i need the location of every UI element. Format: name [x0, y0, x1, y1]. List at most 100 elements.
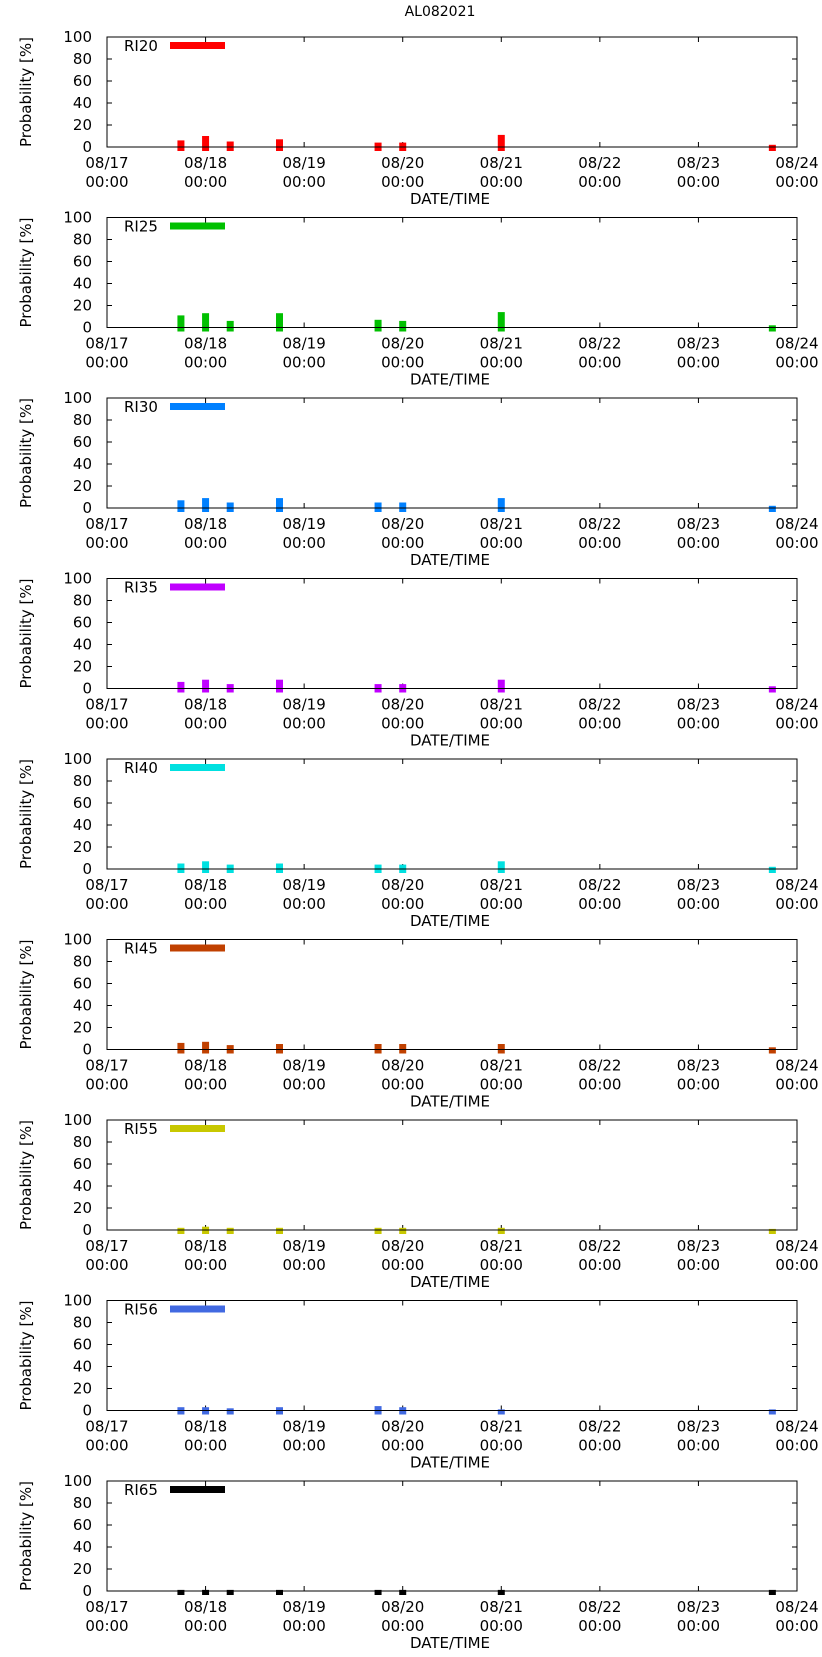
- legend-label: RI30: [124, 398, 158, 416]
- x-tick-date-label: 08/21: [480, 876, 523, 894]
- y-axis-label: Probability [%]: [17, 1120, 35, 1230]
- x-tick-date-label: 08/17: [85, 515, 128, 533]
- x-tick-time-label: 00:00: [480, 173, 523, 191]
- x-tick-time-label: 00:00: [184, 354, 227, 372]
- x-tick-date-label: 08/17: [85, 335, 128, 353]
- data-bar: [226, 502, 234, 512]
- x-tick-time-label: 00:00: [480, 715, 523, 733]
- chart-panel-ri30: Probability [%] 02040608010008/1700:0008/…: [17, 389, 819, 569]
- x-tick-date-label: 08/18: [184, 1057, 227, 1075]
- data-bar: [177, 1227, 185, 1234]
- x-tick-time-label: 00:00: [775, 895, 818, 913]
- x-tick-time-label: 00:00: [184, 1437, 227, 1455]
- chart-panel-ri35: Probability [%] 02040608010008/1700:0008/…: [17, 570, 819, 750]
- x-tick-time-label: 00:00: [283, 1437, 326, 1455]
- data-bar: [768, 1228, 776, 1234]
- data-bar: [202, 313, 210, 332]
- x-tick-date-label: 08/17: [85, 876, 128, 894]
- data-bar: [276, 863, 283, 873]
- y-axis-label: Probability [%]: [17, 939, 35, 1049]
- x-tick-time-label: 00:00: [85, 354, 128, 372]
- x-tick-time-label: 00:00: [85, 1256, 128, 1274]
- x-tick-date-label: 08/19: [283, 876, 326, 894]
- data-bar: [276, 679, 283, 693]
- x-tick-time-label: 00:00: [578, 1437, 621, 1455]
- y-axis-label: Probability [%]: [17, 759, 35, 869]
- x-tick-date-label: 08/18: [184, 1418, 227, 1436]
- data-bar: [497, 861, 505, 873]
- y-tick-label: 40: [73, 455, 92, 473]
- data-bar: [202, 679, 210, 693]
- x-axis-label: DATE/TIME: [410, 732, 490, 750]
- legend-label: RI25: [124, 218, 158, 236]
- x-tick-date-label: 08/24: [775, 335, 818, 353]
- x-axis-label: DATE/TIME: [410, 551, 490, 569]
- y-tick-label: 20: [73, 477, 92, 495]
- x-tick-time-label: 00:00: [480, 534, 523, 552]
- y-tick-label: 80: [73, 50, 92, 68]
- y-tick-label: 20: [73, 838, 92, 856]
- x-tick-date-label: 08/21: [480, 1598, 523, 1616]
- x-tick-date-label: 08/23: [677, 876, 720, 894]
- x-tick-date-label: 08/19: [283, 335, 326, 353]
- x-tick-date-label: 08/19: [283, 1418, 326, 1436]
- y-tick-label: 20: [73, 1019, 92, 1037]
- data-bar: [226, 141, 234, 151]
- data-bar: [374, 1227, 382, 1234]
- y-tick-label: 100: [63, 209, 92, 227]
- legend-swatch: [170, 42, 225, 49]
- data-bar: [202, 1041, 210, 1054]
- data-bar: [177, 1589, 185, 1595]
- x-tick-time-label: 00:00: [578, 895, 621, 913]
- y-tick-label: 80: [73, 1314, 92, 1332]
- chart-panel-ri55: Probability [%] 02040608010008/1700:0008/…: [17, 1111, 819, 1291]
- x-tick-date-label: 08/21: [480, 696, 523, 714]
- x-tick-date-label: 08/21: [480, 154, 523, 172]
- data-bar: [497, 1589, 505, 1595]
- x-tick-time-label: 00:00: [283, 534, 326, 552]
- x-tick-date-label: 08/21: [480, 335, 523, 353]
- y-tick-label: 60: [73, 794, 92, 812]
- x-tick-date-label: 08/23: [677, 1598, 720, 1616]
- data-bar: [202, 861, 210, 873]
- y-tick-label: 0: [82, 1402, 92, 1420]
- data-bar: [497, 498, 505, 512]
- x-tick-date-label: 08/24: [775, 1598, 818, 1616]
- x-tick-time-label: 00:00: [283, 1617, 326, 1635]
- data-bar: [202, 1589, 210, 1595]
- x-tick-date-label: 08/22: [578, 335, 621, 353]
- x-tick-time-label: 00:00: [381, 534, 424, 552]
- x-tick-date-label: 08/18: [184, 154, 227, 172]
- x-tick-time-label: 00:00: [775, 354, 818, 372]
- x-tick-date-label: 08/21: [480, 1237, 523, 1255]
- x-tick-time-label: 00:00: [775, 715, 818, 733]
- y-tick-label: 100: [63, 1472, 92, 1490]
- data-bar: [768, 144, 776, 151]
- y-tick-label: 20: [73, 297, 92, 315]
- data-bar: [768, 505, 776, 512]
- data-bar: [202, 498, 210, 512]
- x-tick-date-label: 08/20: [381, 876, 424, 894]
- y-tick-label: 100: [63, 931, 92, 949]
- x-tick-date-label: 08/19: [283, 696, 326, 714]
- y-tick-label: 20: [73, 1199, 92, 1217]
- x-tick-date-label: 08/20: [381, 1237, 424, 1255]
- x-tick-date-label: 08/24: [775, 1237, 818, 1255]
- data-bar: [177, 1042, 185, 1054]
- x-tick-date-label: 08/22: [578, 1237, 621, 1255]
- x-tick-date-label: 08/22: [578, 1418, 621, 1436]
- chart-panel-ri25: Probability [%] 02040608010008/1700:0008/…: [17, 209, 819, 389]
- y-tick-label: 0: [82, 1041, 92, 1059]
- data-bar: [374, 1589, 382, 1595]
- x-axis-label: DATE/TIME: [410, 371, 490, 389]
- x-tick-date-label: 08/17: [85, 1237, 128, 1255]
- plot-frame: [106, 1480, 798, 1592]
- x-tick-time-label: 00:00: [85, 1437, 128, 1455]
- data-bar: [276, 498, 283, 512]
- y-tick-label: 80: [73, 1494, 92, 1512]
- x-tick-time-label: 00:00: [578, 1256, 621, 1274]
- x-tick-time-label: 00:00: [85, 534, 128, 552]
- data-bar: [276, 1227, 283, 1234]
- legend-swatch: [170, 764, 225, 771]
